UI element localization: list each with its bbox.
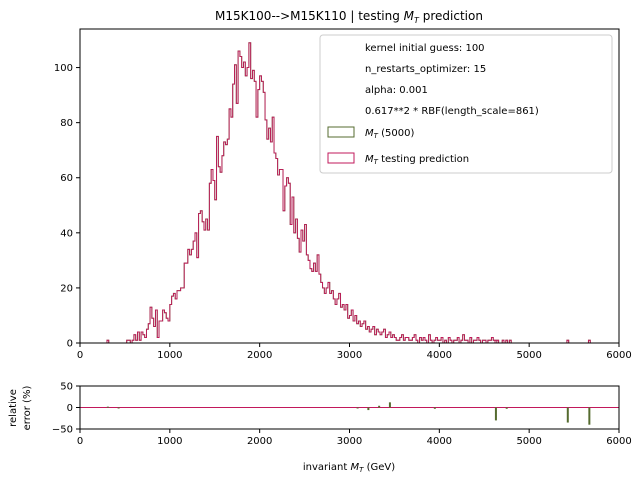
error-x-tick-label: 4000 bbox=[427, 436, 452, 447]
error-bar bbox=[505, 407, 508, 409]
legend-swatch-truth bbox=[327, 126, 355, 138]
x-tick-label: 6000 bbox=[606, 350, 631, 361]
error-x-tick-label: 1000 bbox=[157, 436, 182, 447]
x-tick-label: 0 bbox=[77, 350, 83, 361]
error-x-tick-label: 0 bbox=[77, 436, 83, 447]
error-x-tick-label: 2000 bbox=[247, 436, 272, 447]
series-prediction-histogram bbox=[106, 42, 591, 344]
x-axis-label: invariant MT (GeV) bbox=[303, 462, 395, 474]
legend-info-line: kernel initial guess: 100 bbox=[365, 43, 485, 54]
chart-title: M15K100-->M15K110 | testing MT predictio… bbox=[215, 9, 483, 25]
histogram-frame bbox=[79, 28, 620, 344]
y-tick-label: 60 bbox=[60, 173, 73, 184]
y-tick-label: 20 bbox=[60, 283, 73, 294]
error-ticks: 0 1000 2000 3000 4000 5000 6000 50 0 −50 bbox=[52, 382, 632, 448]
error-bar bbox=[378, 405, 381, 408]
relative-error-panel: 0 1000 2000 3000 4000 5000 6000 50 0 −50 relative… bbox=[8, 382, 632, 475]
histogram-ticks: 0 1000 2000 3000 4000 5000 6000 0 20 40 60 80 100 bbox=[54, 63, 632, 361]
x-tick-label: 1000 bbox=[157, 350, 182, 361]
legend: kernel initial guess: 100 n_restarts_opt… bbox=[319, 34, 613, 174]
legend-info-line: alpha: 0.001 bbox=[365, 85, 428, 96]
error-y-tick-label: 0 bbox=[67, 403, 73, 414]
x-tick-label: 2000 bbox=[247, 350, 272, 361]
legend-entry-prediction: MT testing prediction bbox=[365, 154, 469, 166]
legend-info-line: 0.617**2 * RBF(length_scale=861) bbox=[365, 106, 539, 117]
legend-entry-truth: MT (5000) bbox=[365, 128, 414, 140]
error-ylabel-line2: error (%) bbox=[22, 386, 33, 431]
error-bar bbox=[494, 407, 497, 421]
histogram-panel: 0 1000 2000 3000 4000 5000 6000 0 20 40 60 80 100 ke… bbox=[54, 28, 632, 361]
error-x-tick-label: 3000 bbox=[337, 436, 362, 447]
error-bar bbox=[356, 407, 359, 409]
error-bar bbox=[588, 407, 591, 425]
error-bar bbox=[433, 407, 436, 409]
y-tick-label: 40 bbox=[60, 228, 73, 239]
histogram-steps bbox=[106, 42, 591, 344]
error-y-tick-label: 50 bbox=[60, 382, 73, 393]
y-tick-label: 0 bbox=[67, 339, 73, 350]
error-frame bbox=[79, 385, 620, 430]
error-bars bbox=[106, 402, 591, 425]
error-bar bbox=[388, 402, 391, 408]
x-tick-label: 5000 bbox=[516, 350, 541, 361]
x-tick-label: 4000 bbox=[427, 350, 452, 361]
error-bar bbox=[566, 407, 569, 423]
y-tick-label: 100 bbox=[54, 63, 73, 74]
error-bar bbox=[106, 406, 109, 408]
error-ylabel-line1: relative bbox=[8, 389, 19, 427]
y-tick-label: 80 bbox=[60, 118, 73, 129]
error-bar bbox=[367, 407, 370, 411]
legend-box bbox=[319, 34, 613, 174]
error-x-tick-label: 6000 bbox=[606, 436, 631, 447]
error-bar bbox=[117, 407, 120, 409]
error-y-tick-label: −50 bbox=[52, 425, 73, 436]
x-tick-label: 3000 bbox=[337, 350, 362, 361]
legend-info-line: n_restarts_optimizer: 15 bbox=[365, 64, 486, 75]
error-x-tick-label: 5000 bbox=[516, 436, 541, 447]
legend-swatch-prediction bbox=[327, 152, 355, 164]
